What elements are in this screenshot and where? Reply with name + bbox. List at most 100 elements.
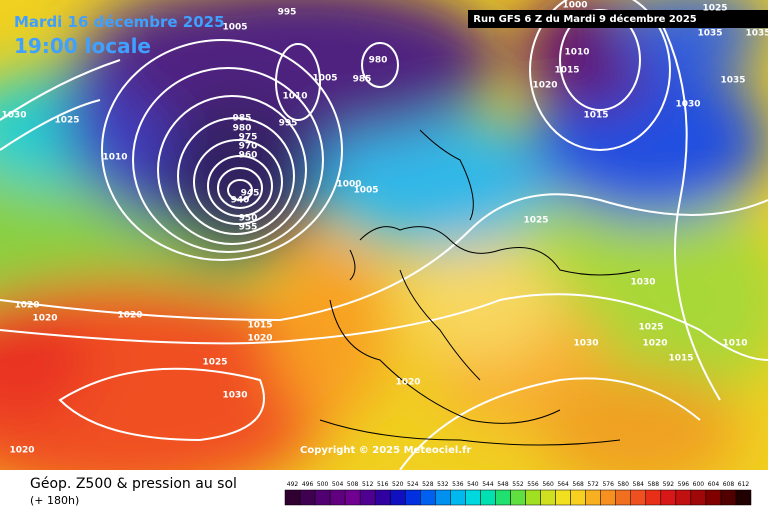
isobar-label: 1015 xyxy=(668,354,693,364)
isobar-label: 1015 xyxy=(583,111,608,121)
isobar-label: 1010 xyxy=(564,48,589,58)
scale-swatch xyxy=(735,489,752,506)
scale-label: 512 xyxy=(362,481,374,488)
scale-swatch xyxy=(525,489,541,506)
scale-swatch xyxy=(450,489,466,506)
isobar-label: 985 xyxy=(233,114,252,124)
isobar-label: 960 xyxy=(239,151,258,161)
coastlines xyxy=(319,129,641,446)
isobar-label: 1025 xyxy=(202,358,227,368)
isobar-label: 1005 xyxy=(353,186,378,196)
isobar-label: 955 xyxy=(239,223,258,233)
isobar-label: 995 xyxy=(279,119,298,129)
isobar-label: 1025 xyxy=(54,116,79,126)
isobar-label: 1005 xyxy=(222,23,247,33)
scale-swatch xyxy=(480,489,496,506)
scale-label: 596 xyxy=(678,481,690,488)
scale-label: 496 xyxy=(302,481,314,488)
forecast-date: Mardi 16 décembre 2025 xyxy=(14,13,225,31)
scale-swatch xyxy=(660,489,677,506)
isobar-label: 1000 xyxy=(336,180,361,190)
isobar-label: 1005 xyxy=(312,74,337,84)
isobar-label: 1020 xyxy=(32,314,57,324)
isobar-label: 1010 xyxy=(282,92,307,102)
scale-label: 612 xyxy=(738,481,750,488)
isobar-label: 1020 xyxy=(117,311,142,321)
scale-swatch xyxy=(389,489,406,506)
isobar-label: 1010 xyxy=(722,339,747,349)
scale-swatch xyxy=(600,489,616,506)
scale-swatch xyxy=(314,489,331,506)
scale-label: 524 xyxy=(407,481,419,488)
isobar-label: 1015 xyxy=(247,321,272,331)
scale-label: 520 xyxy=(392,481,404,488)
isobar-label: 950 xyxy=(239,214,258,224)
isobar-label: 1030 xyxy=(630,278,655,288)
scale-label: 544 xyxy=(482,481,494,488)
isobar-label: 980 xyxy=(369,56,388,66)
scale-label: 568 xyxy=(572,481,584,488)
scale-swatch xyxy=(705,489,722,506)
legend-title: Géop. Z500 & pression au sol xyxy=(30,476,237,492)
scale-label: 528 xyxy=(422,481,434,488)
isobar-label: 1035 xyxy=(697,29,722,39)
isobar-label: 1020 xyxy=(532,81,557,91)
scale-label: 588 xyxy=(648,481,660,488)
scale-swatch xyxy=(405,489,421,506)
scale-label: 536 xyxy=(452,481,464,488)
scale-swatch xyxy=(585,489,601,506)
scale-swatch xyxy=(374,489,391,506)
isobar-label: 1020 xyxy=(642,339,667,349)
scale-swatch xyxy=(645,489,662,506)
scale-swatch xyxy=(329,489,346,506)
isobar-label: 1020 xyxy=(247,334,272,344)
scale-label: 516 xyxy=(377,481,389,488)
scale-label: 556 xyxy=(527,481,539,488)
scale-label: 604 xyxy=(708,481,720,488)
scale-label: 564 xyxy=(557,481,569,488)
scale-label: 532 xyxy=(437,481,449,488)
run-info: Run GFS 6 Z du Mardi 9 décembre 2025 xyxy=(473,13,697,25)
scale-label: 508 xyxy=(347,481,359,488)
scale-swatch xyxy=(435,489,451,506)
scale-label: 548 xyxy=(497,481,509,488)
isobar-label: 1035 xyxy=(745,29,768,39)
isobar-label: 995 xyxy=(278,8,297,18)
isobar-label: 1030 xyxy=(222,391,247,401)
scale-swatch xyxy=(465,489,481,506)
scale-swatch xyxy=(540,489,556,506)
isobar-label: 1030 xyxy=(1,111,26,121)
scale-label: 592 xyxy=(663,481,675,488)
scale-swatch xyxy=(299,489,316,506)
isobar-label: 1010 xyxy=(102,153,127,163)
scale-label: 608 xyxy=(723,481,735,488)
scale-label: 540 xyxy=(467,481,479,488)
scale-swatch xyxy=(344,489,361,506)
scale-label: 492 xyxy=(287,481,299,488)
isobar-label: 1025 xyxy=(702,4,727,14)
scale-label: 504 xyxy=(332,481,344,488)
isobar-label: 985 xyxy=(353,75,372,85)
scale-swatch xyxy=(420,489,436,506)
legend-subtitle: (+ 180h) xyxy=(30,494,79,507)
scale-swatch xyxy=(630,489,647,506)
isobar-label: 940 xyxy=(231,196,250,206)
scale-label: 576 xyxy=(602,481,614,488)
isobar-label: 1025 xyxy=(523,216,548,226)
isobar-label: 1000 xyxy=(562,1,587,11)
scale-swatch xyxy=(570,489,586,506)
scale-swatch xyxy=(284,489,301,506)
scale-swatch xyxy=(675,489,692,506)
color-scale: 492 496 500 504 508 512 516 520 524 528 532 536 540 5… xyxy=(284,481,752,506)
isobar-label: 1025 xyxy=(638,323,663,333)
scale-swatch xyxy=(510,489,526,506)
scale-label: 600 xyxy=(693,481,705,488)
isobar-label: 980 xyxy=(233,124,252,134)
scale-label: 572 xyxy=(587,481,599,488)
scale-label: 560 xyxy=(542,481,554,488)
isobar-label: 1020 xyxy=(395,378,420,388)
scale-label: 580 xyxy=(617,481,629,488)
scale-swatch xyxy=(359,489,376,506)
isobar-label: 1030 xyxy=(573,339,598,349)
